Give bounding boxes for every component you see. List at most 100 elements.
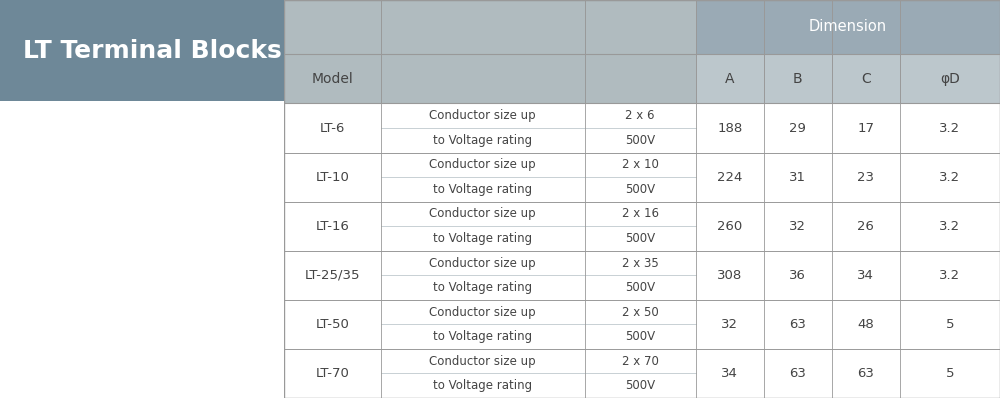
- Bar: [381, 373, 585, 398]
- Bar: [900, 103, 1000, 152]
- Bar: [900, 300, 1000, 349]
- Bar: [900, 152, 1000, 202]
- Text: to Voltage rating: to Voltage rating: [433, 330, 532, 343]
- Bar: [696, 202, 764, 251]
- Text: 260: 260: [717, 220, 742, 233]
- Text: 63: 63: [789, 367, 806, 380]
- Bar: [764, 54, 832, 103]
- Bar: [764, 103, 832, 152]
- Bar: [381, 202, 585, 226]
- Text: 23: 23: [857, 171, 874, 183]
- Text: 34: 34: [857, 269, 874, 282]
- Text: 34: 34: [721, 367, 738, 380]
- Bar: [900, 251, 1000, 300]
- Bar: [284, 152, 381, 202]
- Text: 26: 26: [857, 220, 874, 233]
- Bar: [381, 251, 585, 275]
- Bar: [585, 324, 696, 349]
- Text: 500V: 500V: [625, 330, 655, 343]
- Text: Conductor size up: Conductor size up: [429, 158, 536, 171]
- Text: 17: 17: [857, 121, 874, 135]
- Text: 2 x 70: 2 x 70: [622, 355, 659, 368]
- Bar: [381, 300, 585, 324]
- Bar: [585, 128, 696, 152]
- Text: Model: Model: [311, 72, 353, 86]
- Text: 3.2: 3.2: [939, 121, 960, 135]
- Text: 5: 5: [946, 367, 954, 380]
- Bar: [381, 226, 585, 251]
- Bar: [0, 101, 284, 398]
- Text: 500V: 500V: [625, 379, 655, 392]
- Bar: [0, 0, 284, 101]
- Bar: [381, 54, 696, 103]
- Text: to Voltage rating: to Voltage rating: [433, 232, 532, 245]
- Bar: [832, 103, 900, 152]
- Text: LT-70: LT-70: [315, 367, 349, 380]
- Text: 2 x 6: 2 x 6: [625, 109, 655, 122]
- Bar: [381, 177, 585, 202]
- Text: 5: 5: [946, 318, 954, 331]
- Bar: [585, 226, 696, 251]
- Text: 224: 224: [717, 171, 742, 183]
- Bar: [381, 103, 585, 128]
- Bar: [832, 54, 900, 103]
- Bar: [696, 152, 764, 202]
- Bar: [381, 349, 585, 373]
- Text: to Voltage rating: to Voltage rating: [433, 379, 532, 392]
- Text: 2 x 10: 2 x 10: [622, 158, 659, 171]
- Text: LT-10: LT-10: [315, 171, 349, 183]
- Bar: [284, 349, 381, 398]
- Text: Dimension: Dimension: [809, 20, 887, 34]
- Bar: [284, 54, 381, 103]
- Bar: [284, 300, 381, 349]
- Bar: [381, 324, 585, 349]
- Text: Conductor size up: Conductor size up: [429, 257, 536, 269]
- Bar: [284, 202, 381, 251]
- Bar: [764, 152, 832, 202]
- Text: 500V: 500V: [625, 281, 655, 294]
- Bar: [381, 0, 696, 54]
- Bar: [284, 251, 381, 300]
- Bar: [585, 251, 696, 275]
- Bar: [900, 349, 1000, 398]
- Bar: [764, 300, 832, 349]
- Bar: [832, 202, 900, 251]
- Bar: [585, 300, 696, 324]
- Text: 2 x 50: 2 x 50: [622, 306, 659, 318]
- Text: LT Terminal Blocks: LT Terminal Blocks: [23, 39, 281, 63]
- Bar: [696, 251, 764, 300]
- Bar: [696, 54, 764, 103]
- Bar: [284, 0, 381, 54]
- Bar: [585, 177, 696, 202]
- Text: Conductor size up: Conductor size up: [429, 355, 536, 368]
- Bar: [381, 128, 585, 152]
- Text: 2 x 16: 2 x 16: [622, 207, 659, 220]
- Bar: [696, 349, 764, 398]
- Text: 36: 36: [789, 269, 806, 282]
- Bar: [696, 300, 764, 349]
- Bar: [696, 0, 1000, 54]
- Text: LT-16: LT-16: [315, 220, 349, 233]
- Text: Conductor size up: Conductor size up: [429, 306, 536, 318]
- Bar: [900, 54, 1000, 103]
- Bar: [696, 103, 764, 152]
- Bar: [381, 275, 585, 300]
- Text: φD: φD: [940, 72, 960, 86]
- Text: 3.2: 3.2: [939, 269, 960, 282]
- Bar: [284, 103, 381, 152]
- Text: 500V: 500V: [625, 134, 655, 147]
- Text: 3.2: 3.2: [939, 220, 960, 233]
- Text: 32: 32: [721, 318, 738, 331]
- Text: 63: 63: [789, 318, 806, 331]
- Text: 500V: 500V: [625, 183, 655, 196]
- Bar: [585, 349, 696, 373]
- Text: 63: 63: [857, 367, 874, 380]
- Text: LT-50: LT-50: [315, 318, 349, 331]
- Text: LT-25/35: LT-25/35: [305, 269, 360, 282]
- Text: 2 x 35: 2 x 35: [622, 257, 659, 269]
- Bar: [585, 103, 696, 128]
- Text: 29: 29: [789, 121, 806, 135]
- Bar: [585, 373, 696, 398]
- Bar: [832, 300, 900, 349]
- Text: to Voltage rating: to Voltage rating: [433, 134, 532, 147]
